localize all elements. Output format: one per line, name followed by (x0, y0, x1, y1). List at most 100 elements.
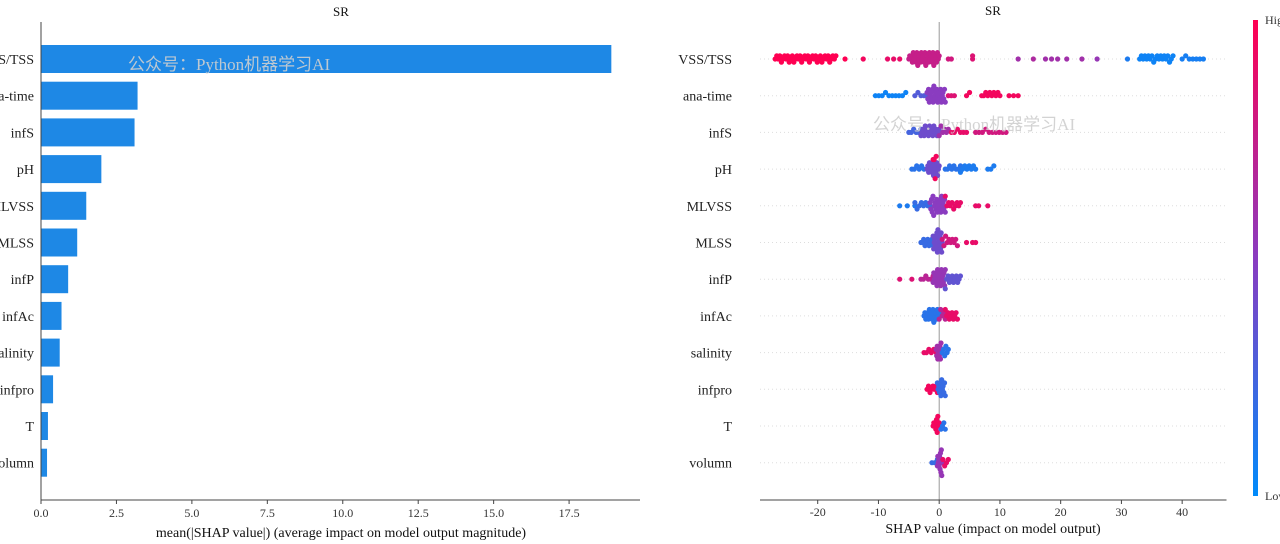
shap-point (884, 56, 891, 62)
x-tick-label: 0 (936, 505, 942, 519)
bar-vss-tss (41, 45, 612, 73)
category-label: MLSS (0, 237, 34, 252)
shap-point (1149, 53, 1155, 59)
feature-points-ana-time (872, 83, 1021, 105)
shap-point (903, 89, 909, 96)
colorbar-low-label: Low (1265, 489, 1280, 503)
x-tick-label: 12.5 (408, 506, 429, 520)
shap-point (953, 310, 959, 316)
watermark: 公众号：Python机器学习AI (873, 115, 1075, 134)
shap-point (985, 203, 991, 209)
category-label: VSS/TSS (0, 53, 34, 68)
colorbar-high-label: High (1265, 13, 1280, 27)
shap-point (939, 236, 945, 242)
shap-point (891, 56, 897, 62)
shap-point (1010, 93, 1017, 99)
shap-point (963, 239, 970, 246)
shap-point (969, 53, 976, 59)
shap-point (941, 380, 948, 386)
feature-points-ph (909, 153, 997, 182)
shap-point (1183, 53, 1189, 59)
shap-point (942, 426, 948, 432)
shap-point (1200, 56, 1207, 62)
shap-point (1179, 56, 1185, 62)
shap-point (825, 53, 831, 59)
feature-points-infp (897, 267, 964, 292)
shap-point (1003, 129, 1009, 135)
shap-point (954, 316, 961, 322)
x-tick-label: 40 (1176, 505, 1188, 519)
shap-point (976, 203, 982, 209)
shap-point (991, 163, 997, 169)
shap-point (1006, 93, 1012, 99)
shap-point (833, 53, 839, 59)
category-label: infP (11, 273, 35, 288)
shap-point (945, 346, 951, 352)
bar-mlss (41, 228, 78, 257)
feature-points-infpro (924, 377, 948, 399)
feature-points-mlss (918, 227, 979, 255)
shap-point (942, 209, 948, 215)
x-tick-label: -20 (810, 505, 826, 519)
shap-point (935, 227, 941, 233)
shap-point (934, 249, 941, 255)
shap-point (938, 123, 944, 129)
category-label: infAc (2, 310, 34, 325)
bar-infac (41, 301, 62, 330)
shap-point (1079, 56, 1085, 62)
shap-point (934, 429, 940, 435)
x-tick-label: -10 (870, 505, 886, 519)
feature-points-infs (906, 123, 1009, 139)
feature-points-salinity (921, 340, 951, 362)
shap-point (937, 356, 944, 362)
shap-point (954, 243, 961, 249)
shap-point (940, 456, 946, 463)
shap-point (933, 153, 939, 159)
shap-point (860, 56, 866, 62)
feature-label: infS (709, 126, 732, 141)
shap-point (942, 393, 948, 399)
shap-point (909, 276, 915, 282)
feature-label: ana-time (683, 90, 732, 105)
bar-ph (41, 155, 102, 184)
feature-label: infP (709, 273, 733, 288)
shap-point (1170, 53, 1176, 59)
category-label: pH (17, 163, 34, 178)
shap-point (777, 53, 783, 59)
category-label: infpro (0, 383, 34, 398)
bar-t (41, 412, 48, 440)
bar-ana-time (41, 81, 138, 110)
shap-point (949, 200, 955, 206)
feature-points-t (930, 413, 948, 435)
shap-point (939, 249, 945, 255)
shap-point (943, 233, 949, 239)
shap-point (1165, 53, 1171, 59)
feature-label: MLSS (695, 237, 732, 252)
shap-point (931, 212, 937, 218)
x-tick-label: 2.5 (109, 506, 124, 520)
colorbar (1253, 20, 1258, 496)
shap-point (938, 230, 944, 236)
x-axis-label: SHAP value (impact on model output) (885, 522, 1101, 537)
shap-point (951, 93, 957, 99)
shap-point (938, 447, 944, 453)
shap-point (979, 129, 985, 135)
shap-point (805, 53, 811, 59)
shap-point (1030, 56, 1036, 62)
bar-infpro (41, 375, 54, 404)
feature-label: infpro (698, 383, 732, 398)
category-label: salinity (0, 347, 34, 362)
shap-point (1042, 56, 1049, 62)
beeswarm-chart-shap: SR VSS/TSS ana-time infS pH MLVSS MLSS infP infA… (678, 3, 1280, 537)
shap-point (817, 53, 823, 59)
shap-point (904, 203, 910, 209)
shap-point (942, 193, 948, 199)
shap-point (963, 129, 970, 135)
shap-point (932, 176, 938, 182)
shap-point (899, 93, 906, 99)
watermark: 公众号：Python机器学习AI (128, 55, 330, 74)
category-label: infS (11, 126, 34, 141)
shap-point (897, 56, 903, 62)
shap-point (1015, 56, 1021, 62)
